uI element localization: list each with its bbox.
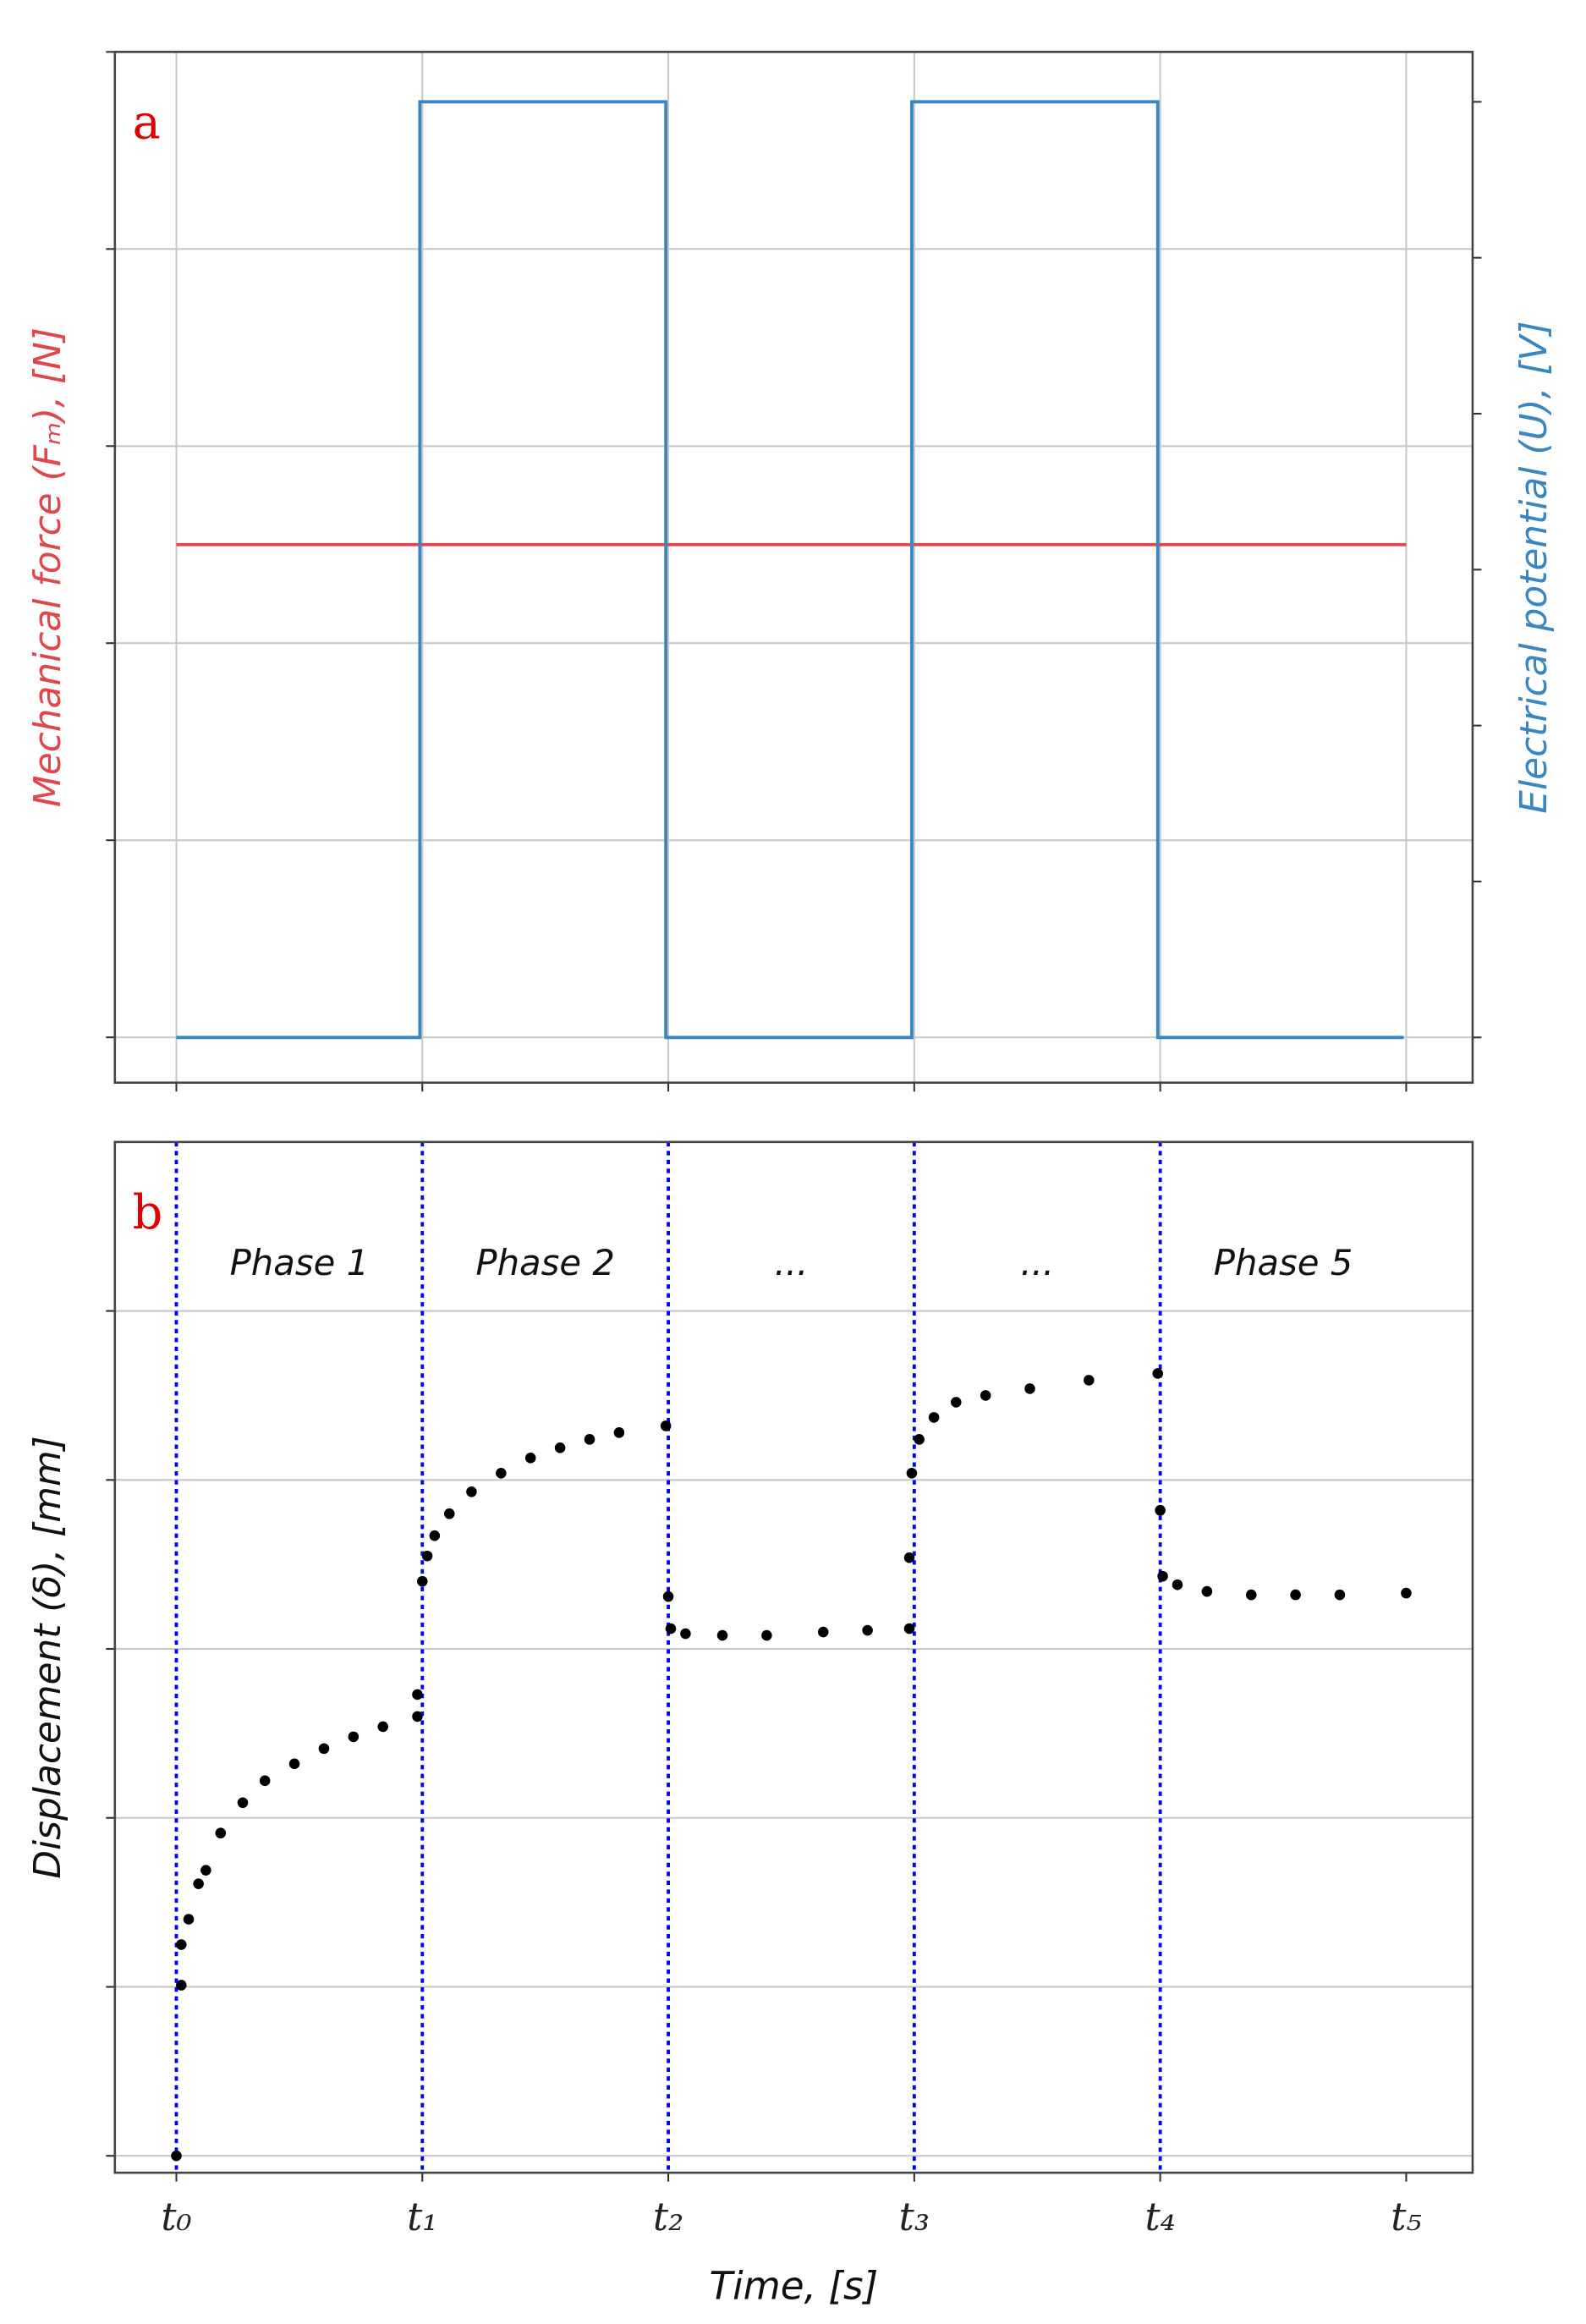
data-point (761, 1629, 772, 1641)
data-point (496, 1467, 507, 1479)
data-point (348, 1731, 359, 1743)
data-point (716, 1629, 728, 1641)
data-point (1172, 1579, 1183, 1591)
data-point (417, 1575, 428, 1587)
data-point (443, 1508, 455, 1519)
x-tick-label: t₃ (899, 2195, 930, 2239)
data-point (862, 1624, 873, 1636)
x-tick-label: t₂ (653, 2195, 683, 2239)
x-tick-label: t₅ (1391, 2195, 1421, 2239)
data-point (1024, 1383, 1035, 1394)
y-axis-label: Mechanical force (Fₘ), [N] (26, 327, 69, 807)
data-point (665, 1623, 677, 1634)
data-point (1155, 1504, 1166, 1516)
data-point (1084, 1375, 1095, 1386)
y2-axis-label: Electrical potential (U), [V] (1512, 321, 1556, 813)
y-axis-label: Displacement (δ), [mm] (26, 1436, 69, 1878)
phase-label: Phase 5 (1214, 1242, 1353, 1283)
data-point (1201, 1585, 1213, 1597)
data-point (171, 2150, 182, 2162)
data-point (1334, 1589, 1346, 1601)
plot-frame (113, 51, 1474, 1085)
data-point (980, 1390, 991, 1401)
phase-label: ... (1020, 1242, 1054, 1283)
data-point (288, 1758, 300, 1770)
data-point (183, 1914, 195, 1925)
data-point (1245, 1589, 1257, 1601)
x-tick-label: t₀ (161, 2195, 191, 2239)
data-point (259, 1775, 271, 1787)
data-point (429, 1530, 441, 1541)
phase-label: Phase 1 (230, 1242, 370, 1283)
data-point (466, 1486, 477, 1497)
x-tick-label: t₄ (1144, 2195, 1175, 2239)
data-point (176, 1980, 187, 1991)
panel-label: b (133, 1185, 163, 1240)
data-point (200, 1865, 211, 1876)
data-point (412, 1689, 423, 1700)
x-axis-label: Time, [s] (709, 2263, 878, 2308)
data-point (662, 1591, 674, 1602)
data-point (1152, 1368, 1164, 1379)
data-point (951, 1397, 962, 1408)
plot-frame (113, 1140, 1474, 2174)
data-point (903, 1623, 915, 1634)
data-point (928, 1412, 940, 1423)
x-tick-label: t₁ (407, 2195, 437, 2239)
data-point (914, 1434, 925, 1445)
data-point (584, 1434, 595, 1445)
data-point (613, 1427, 625, 1438)
data-point (906, 1467, 918, 1479)
data-point (524, 1453, 536, 1464)
data-point (318, 1743, 330, 1755)
data-point (903, 1552, 915, 1563)
panel-label: a (133, 95, 161, 150)
data-point (817, 1626, 829, 1638)
data-point (176, 1939, 187, 1950)
data-point (680, 1628, 691, 1640)
phase-label: Phase 2 (475, 1242, 615, 1283)
data-point (412, 1711, 423, 1722)
data-point (421, 1550, 433, 1562)
data-point (660, 1420, 672, 1431)
data-point (1157, 1570, 1168, 1582)
data-point (377, 1721, 389, 1733)
data-point (193, 1878, 204, 1889)
phase-label: ... (775, 1242, 809, 1283)
data-point (215, 1827, 227, 1839)
data-point (1290, 1589, 1301, 1601)
series-line (176, 100, 1404, 1040)
data-point (1401, 1587, 1412, 1599)
data-point (554, 1442, 566, 1453)
data-point (237, 1797, 249, 1809)
